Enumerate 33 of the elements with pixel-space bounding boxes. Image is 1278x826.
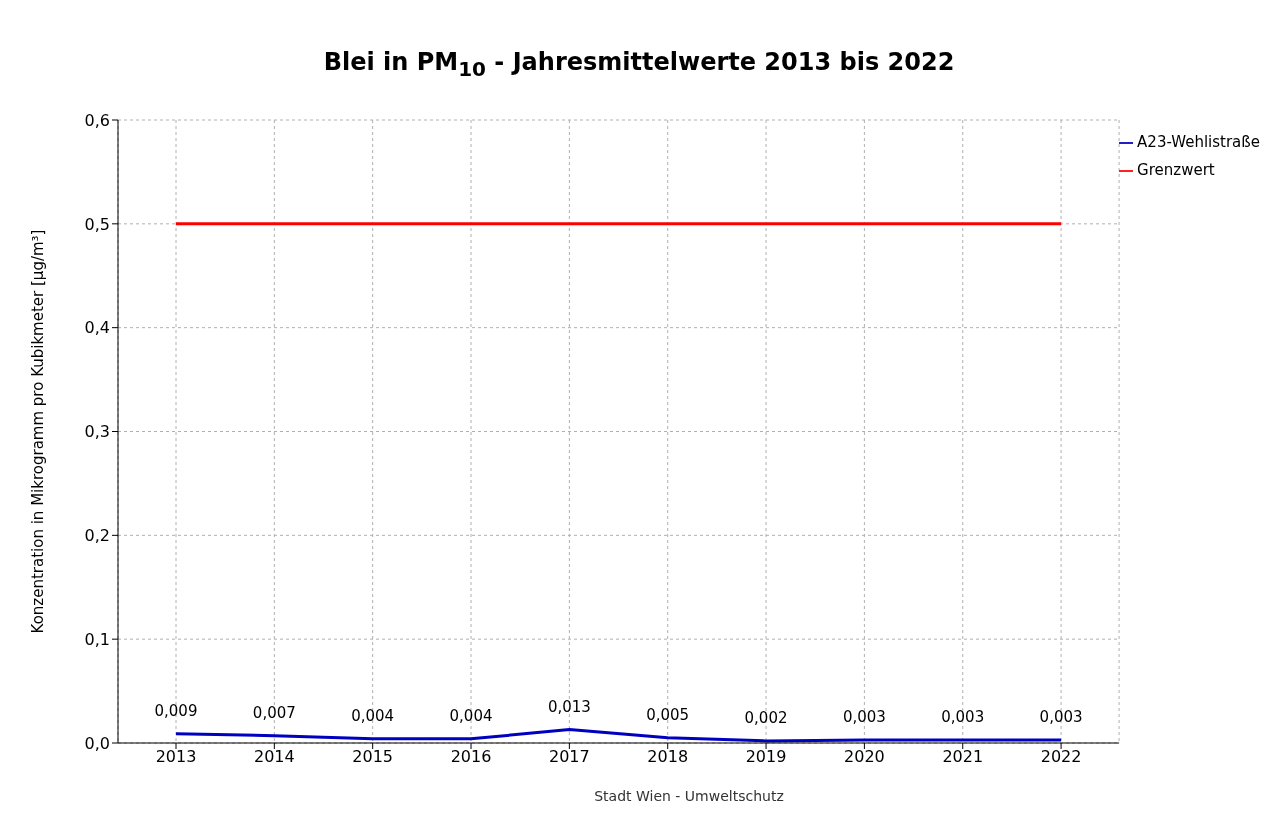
legend-label: Grenzwert (1137, 161, 1215, 179)
y-tick-label: 0,3 (84, 422, 110, 442)
y-tick-label: 0,1 (84, 629, 110, 649)
chart-title: Blei in PM$_{10}$ - Jahresmittelwerte 2013 bis 2022 (322, 47, 956, 83)
x-tick-label: 2016 (450, 747, 492, 767)
y-tick-label: 0,0 (84, 733, 110, 753)
x-tick-label: 2013 (155, 747, 197, 767)
data-label: 0,005 (646, 705, 690, 724)
data-label: 0,003 (1039, 707, 1083, 726)
x-tick-label: 2019 (745, 747, 787, 767)
legend-label: A23-Wehlistraße (1137, 133, 1260, 151)
x-tick-label: 2022 (1040, 747, 1082, 767)
y-tick-label: 0,2 (84, 526, 110, 546)
y-tick-label: 0,5 (84, 214, 110, 234)
x-tick-label: 2020 (844, 747, 885, 767)
data-label: 0,007 (252, 703, 296, 722)
y-tick-label: 0,4 (84, 318, 110, 338)
line-series (174, 728, 1063, 743)
data-label: 0,003 (941, 707, 985, 726)
y-axis-title: Konzentration in Mikrogramm pro Kubikmeter [µg/m³] (29, 229, 48, 634)
data-label: 0,002 (744, 708, 788, 727)
data-label: 0,003 (842, 707, 886, 726)
data-label: 0,004 (449, 706, 493, 725)
x-tick-label: 2014 (253, 747, 295, 767)
data-label: 0,013 (547, 697, 591, 716)
data-label: 0,004 (351, 706, 395, 725)
data-label: 0,009 (154, 701, 198, 720)
x-tick-label: 2017 (549, 747, 590, 767)
x-tick-label: 2018 (647, 747, 689, 767)
y-tick-label: 0,6 (84, 110, 110, 130)
x-tick-label: 2015 (352, 747, 394, 767)
text: Stadt Wien - Umweltschutz (593, 788, 785, 804)
x-tick-label: 2021 (942, 747, 984, 767)
